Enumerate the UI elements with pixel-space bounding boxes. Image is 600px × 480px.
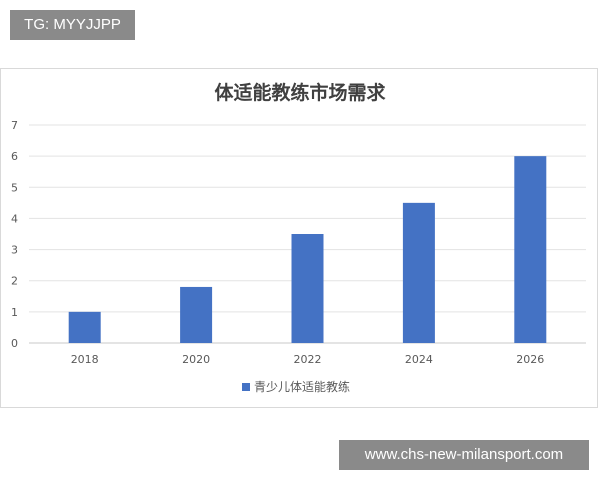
x-tick-label: 2024 xyxy=(405,353,433,366)
bar-2018 xyxy=(68,311,101,343)
x-tick-label: 2026 xyxy=(516,353,544,366)
bar-2026 xyxy=(514,156,547,343)
bars xyxy=(68,156,547,343)
bar-2022 xyxy=(291,234,324,343)
y-tick-label: 1 xyxy=(11,306,18,319)
x-tick-label: 2020 xyxy=(182,353,210,366)
y-tick-label: 3 xyxy=(11,244,18,257)
y-tick-label: 0 xyxy=(11,337,18,350)
y-tick-label: 7 xyxy=(11,119,18,132)
bar-2020 xyxy=(180,286,213,343)
legend-swatch xyxy=(242,383,250,391)
legend: 青少儿体适能教练 xyxy=(242,379,350,394)
y-tick-label: 5 xyxy=(11,181,18,194)
x-tick-label: 2018 xyxy=(71,353,99,366)
y-tick-label: 2 xyxy=(11,275,18,288)
x-axis-ticks: 2018 2020 2022 2024 2026 xyxy=(71,353,545,366)
y-tick-label: 6 xyxy=(11,150,18,163)
chart-title: 体适能教练市场需求 xyxy=(214,81,386,104)
y-axis-ticks: 0 1 2 3 4 5 6 7 xyxy=(11,119,18,350)
x-tick-label: 2022 xyxy=(294,353,322,366)
legend-label: 青少儿体适能教练 xyxy=(254,379,350,394)
bar-2024 xyxy=(402,202,435,343)
y-tick-label: 4 xyxy=(11,212,18,225)
watermark-top: TG: MYYJJPP xyxy=(10,10,135,40)
watermark-bottom: www.chs-new-milansport.com xyxy=(339,440,589,470)
